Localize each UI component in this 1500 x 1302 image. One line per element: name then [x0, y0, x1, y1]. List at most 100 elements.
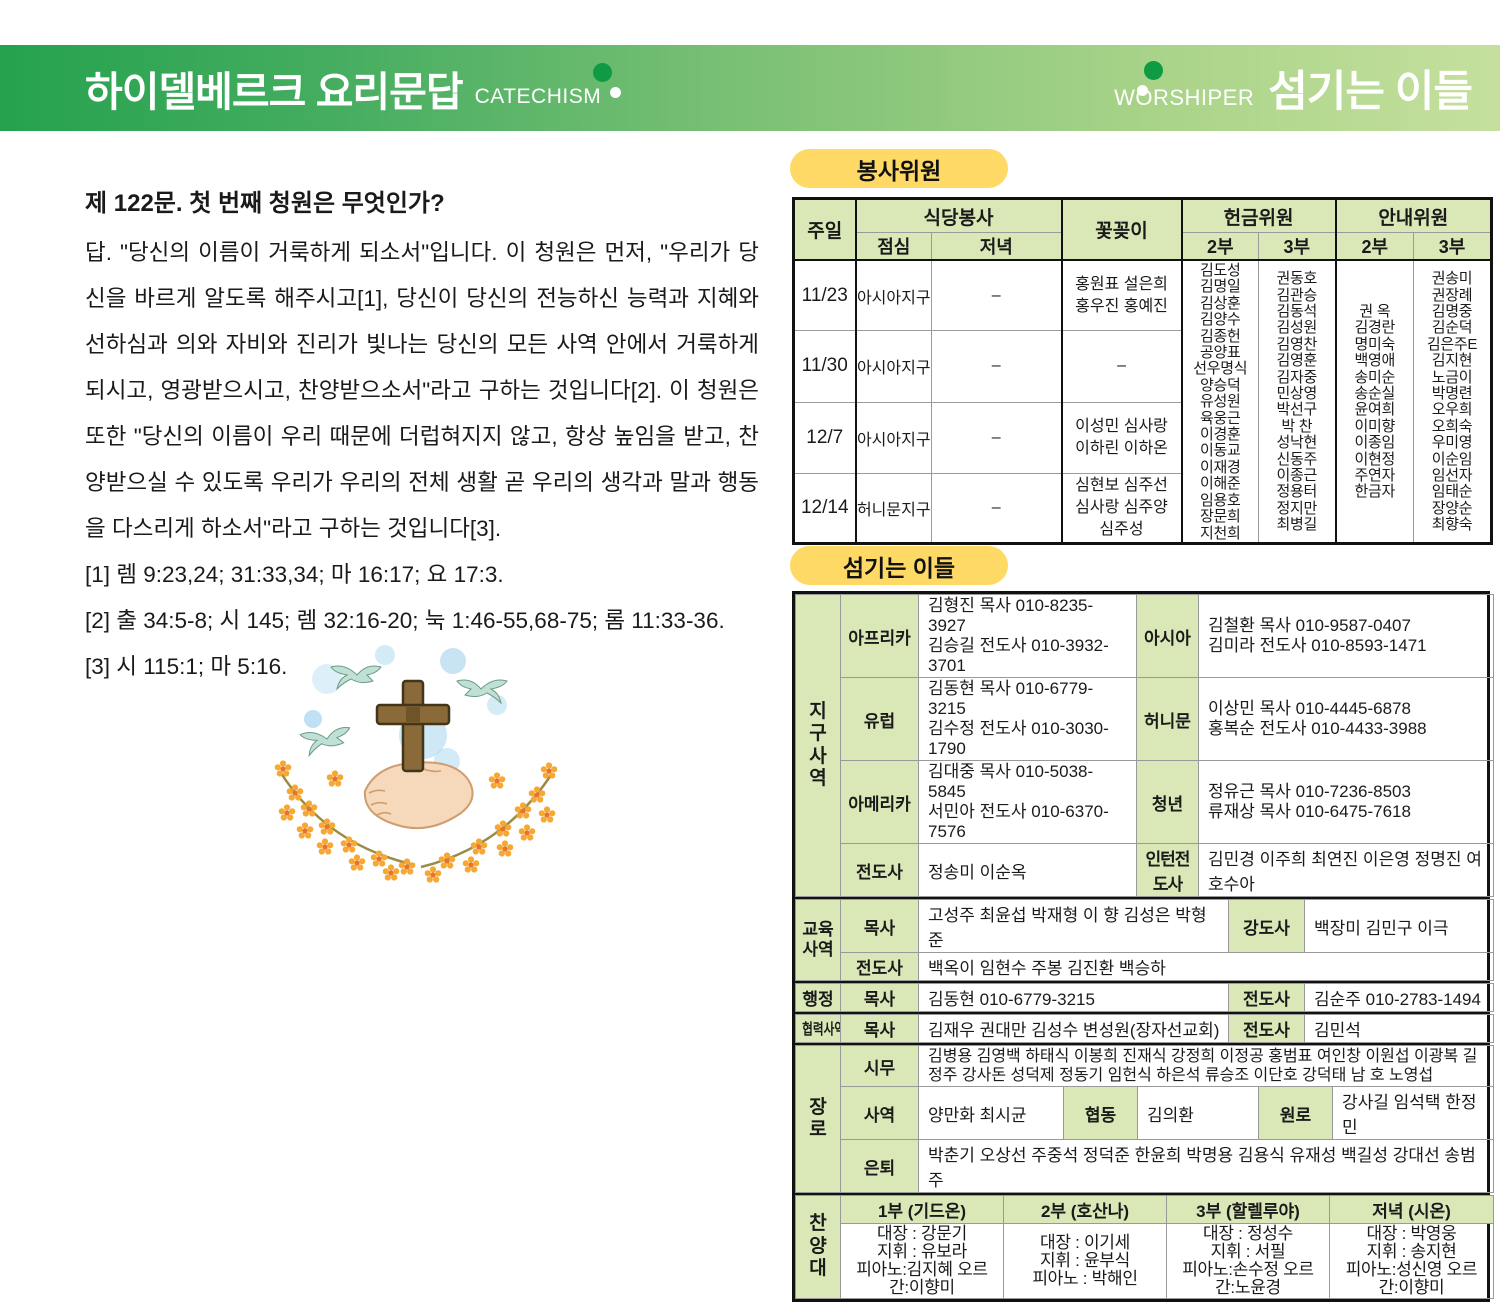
choir-part-title: 3부 (할렐루야) [1166, 1195, 1330, 1224]
names-cell: 김병용 김영백 하태식 이봉희 진재식 강정희 이정공 홍범표 여인창 이원섭 … [917, 1045, 1495, 1087]
section-choir: 찬양대 1부 (기드온) 2부 (호산나) 3부 (할렐루야) 저녁 (시온) … [795, 1195, 1494, 1299]
row-label: 은퇴 [840, 1139, 919, 1193]
cell-lunch: 허니문지구 [854, 473, 932, 544]
names-cell: 정송미 이순옥 [918, 843, 1137, 897]
group-label-district: 지구사역 [795, 594, 841, 897]
group-label-choir: 찬양대 [795, 1195, 841, 1299]
row-label: 협동 [1063, 1086, 1138, 1140]
cell-lunch: 아시아지구 [854, 259, 932, 332]
contact-cell: 김동현 목사 010-6779-3215 김수정 전도사 010-3030-17… [918, 677, 1137, 761]
row-label: 허니문 [1136, 677, 1199, 761]
choir-part-staff: 대장 : 박영웅 지휘 : 송지현 피아노:성신영 오르간:이향미 [1329, 1223, 1494, 1299]
white-dot-icon [1137, 85, 1148, 96]
cell-dinner: – [930, 259, 1063, 332]
names-cell: 백장미 김민구 이극 [1304, 899, 1494, 953]
group-label-education: 교육사역 [795, 899, 841, 981]
worshiper-label: WORSHIPER [1114, 85, 1255, 110]
contact-cell: 김대중 목사 010-5038-5845 서민아 전도사 010-6370-75… [918, 760, 1137, 844]
catechism-footnote: [3] 시 115:1; 마 5:16. [85, 654, 288, 679]
green-dot-icon [593, 63, 612, 82]
col-header-usher: 안내위원 [1334, 198, 1493, 233]
choir-part-staff: 대장 : 이기세 지휘 : 윤부식 피아노 : 박해인 [1003, 1223, 1167, 1299]
contact-cell: 정유근 목사 010-7236-8503 류재상 목사 010-6475-761… [1198, 760, 1494, 844]
catechism-answer: 답. "당신의 이름이 거룩하게 되소서"입니다. 이 청원은 먼저, "우리가… [85, 240, 759, 541]
choir-part-staff: 대장 : 강문기 지휘 : 유보라 피아노:김지혜 오르간:이향미 [840, 1223, 1004, 1299]
usher-part2-names: 권 옥 김경란 명미숙 백영애 송미순 송순실 윤여희 이미향 이종임 이현정 … [1334, 259, 1415, 544]
row-label: 인턴전도사 [1136, 843, 1199, 897]
names-cell: 박춘기 오상선 주중석 정덕준 한윤희 박명용 김용식 유재성 백길성 강대선 … [917, 1139, 1495, 1193]
section-title: 섬기는 이들 [1268, 68, 1473, 116]
cross-doves-flowers-illustration [274, 645, 558, 883]
row-label: 아프리카 [840, 594, 919, 678]
col-header-dinner: 저녁 [930, 232, 1063, 261]
row-label: 사역 [840, 1086, 919, 1140]
green-dot-icon [1144, 61, 1163, 80]
row-label: 목사 [840, 983, 919, 1012]
cell-flower: 이성민 심사랑 이하린 이하온 [1060, 401, 1183, 475]
page-subtitle: CATECHISM [474, 85, 602, 108]
volunteers-table: 주일 식당봉사 꽃꽂이 헌금위원 안내위원 점심 저녁 2부 3부 2부 3부 … [792, 197, 1494, 545]
choir-part-staff: 대장 : 정성수 지휘 : 서필 피아노:손수정 오르간:노윤경 [1166, 1223, 1330, 1299]
cell-date: 11/30 [793, 330, 856, 403]
cell-dinner: – [930, 401, 1063, 475]
servants-table: 지구사역 아프리카 김형진 목사 010-8235-3927 김승길 전도사 0… [792, 591, 1495, 1302]
names-cell: 김재우 권대만 김성수 변성원(장자선교회) [918, 1014, 1229, 1043]
row-label: 전도사 [840, 952, 919, 981]
top-banner: 하이델베르크 요리문답 CATECHISM WORSHIPER 섬기는 이들 [0, 45, 1500, 131]
row-label: 전도사 [1228, 1014, 1305, 1043]
catechism-block: 제 122문. 첫 번째 청원은 무엇인가? 답. "당신의 이름이 거룩하게 … [85, 183, 759, 690]
col-header-part3: 3부 [1258, 232, 1337, 261]
choir-part-title: 1부 (기드온) [840, 1195, 1004, 1224]
catechism-footnote: [1] 렘 9:23,24; 31:33,34; 마 16:17; 요 17:3… [85, 562, 504, 587]
col-header-lunch: 점심 [854, 232, 932, 261]
contact-cell: 이상민 목사 010-4445-6878 홍복순 전도사 010-4433-39… [1198, 677, 1494, 761]
white-dot-icon [610, 87, 621, 98]
catechism-question: 제 122문. 첫 번째 청원은 무엇인가? [85, 190, 445, 217]
row-label: 목사 [840, 1014, 919, 1043]
cell-lunch: 아시아지구 [854, 330, 932, 403]
cell-flower: 심현보 심주선 심사랑 심주양 심주성 [1060, 473, 1183, 544]
row-label: 전도사 [840, 843, 919, 897]
cell-flower: 홍원표 설은희 홍우진 홍예진 [1060, 259, 1183, 332]
names-cell: 백옥이 임현수 주봉 김진환 백승하 [918, 952, 1494, 981]
servants-badge: 섬기는 이들 [790, 546, 1008, 585]
col-header-sunday: 주일 [793, 198, 856, 261]
group-label-cooperation: 협력사역 [795, 1014, 841, 1043]
col-header-part3: 3부 [1413, 232, 1493, 261]
names-cell: 강사길 임석택 한정민 [1331, 1086, 1495, 1140]
cell-date: 12/7 [793, 401, 856, 475]
page-title: 하이델베르크 요리문답 [85, 69, 464, 115]
cell-lunch: 아시아지구 [854, 401, 932, 475]
names-cell: 김민석 [1304, 1014, 1494, 1043]
row-label: 시무 [840, 1045, 919, 1087]
names-cell: 고성주 최윤섭 박재형 이 향 김성은 박형준 [918, 899, 1229, 953]
cell-date: 11/23 [793, 259, 856, 332]
contact-cell: 김형진 목사 010-8235-3927 김승길 전도사 010-3932-37… [918, 594, 1137, 678]
group-label-admin: 행정 [795, 983, 841, 1012]
names-cell: 김순주 010-2783-1494 [1304, 983, 1494, 1012]
row-label: 유럽 [840, 677, 919, 761]
col-header-dining: 식당봉사 [854, 198, 1063, 233]
names-cell: 김의환 [1137, 1086, 1259, 1140]
row-label: 목사 [840, 899, 919, 953]
col-header-offering: 헌금위원 [1180, 198, 1337, 233]
usher-part3-names: 권송미 권장례 김명중 김순덕 김은주E 김지현 노금이 박명련 오우희 오희숙… [1413, 259, 1493, 544]
row-label: 전도사 [1228, 983, 1305, 1012]
row-label: 아메리카 [840, 760, 919, 844]
cell-dinner: – [930, 330, 1063, 403]
section-education-ministry: 교육사역 목사 고성주 최윤섭 박재형 이 향 김성은 박형준 강도사 백장미 … [795, 899, 1494, 983]
names-cell: 김동현 010-6779-3215 [918, 983, 1229, 1012]
section-admin: 행정 목사 김동현 010-6779-3215 전도사 김순주 010-2783… [795, 983, 1494, 1014]
names-cell: 양만화 최시균 [918, 1086, 1064, 1140]
section-cooperation: 협력사역 목사 김재우 권대만 김성수 변성원(장자선교회) 전도사 김민석 [795, 1014, 1494, 1045]
contact-cell: 김철환 목사 010-9587-0407 김미라 전도사 010-8593-14… [1198, 594, 1494, 678]
offering-part3-names: 권동호 김관승 김동석 김성원 김영찬 김영훈 김자중 민상영 박선구 박 찬 … [1258, 259, 1337, 544]
section-district-ministry: 지구사역 아프리카 김형진 목사 010-8235-3927 김승길 전도사 0… [795, 594, 1494, 899]
col-header-flower: 꽃꽂이 [1060, 198, 1183, 261]
servants-badge-label: 섬기는 이들 [842, 554, 956, 581]
church-bulletin-page: { "colors": { "accent_green": "#d9e8b6",… [0, 45, 1500, 1302]
offering-part2-names: 김도성 김명일 김상훈 김양수 김종헌 공양표 선우명식 양승덕 유성원 육웅근… [1180, 259, 1260, 544]
row-label: 청년 [1136, 760, 1199, 844]
catechism-footnote: [2] 출 34:5-8; 시 145; 렘 32:16-20; 눅 1:46-… [85, 608, 725, 633]
col-header-part2: 2부 [1180, 232, 1260, 261]
